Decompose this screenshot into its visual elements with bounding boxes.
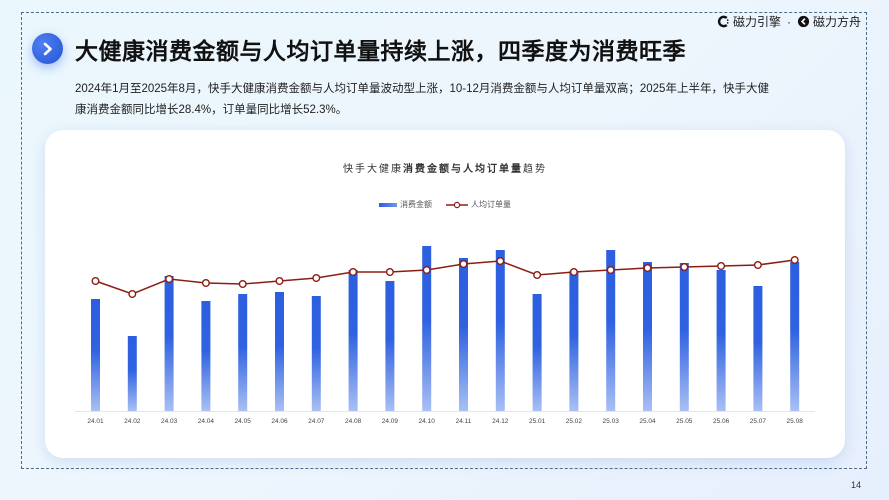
orders-line — [95, 259, 795, 295]
x-tick-label: 24.05 — [235, 418, 252, 425]
x-tick-label: 24.10 — [419, 418, 436, 425]
x-tick-label: 24.11 — [456, 418, 472, 425]
bar-24.10[interactable] — [422, 246, 432, 411]
legend-label-orders: 人均订单量 — [471, 200, 511, 209]
cili-engine-logo-icon — [717, 15, 729, 28]
x-tick-label: 25.08 — [787, 418, 804, 425]
bar-24.07[interactable] — [311, 296, 321, 411]
chart-title: 快手大健康消费金额与人均订单量趋势 — [343, 164, 547, 175]
legend-item-amount[interactable]: 消费金额 — [379, 199, 432, 210]
x-tick-label: 25.01 — [529, 418, 546, 425]
bar-swatch-icon — [379, 202, 397, 207]
x-tick-label: 24.03 — [161, 418, 178, 425]
legend-label-amount: 消费金额 — [400, 200, 432, 209]
line-point-24.12[interactable] — [496, 256, 505, 265]
bar-24.12[interactable] — [495, 250, 505, 411]
x-tick-label: 25.07 — [750, 418, 767, 425]
line-point-25.02[interactable] — [569, 267, 578, 276]
line-point-25.06[interactable] — [717, 261, 726, 270]
line-point-24.03[interactable] — [165, 274, 174, 283]
x-tick-label: 24.07 — [308, 418, 325, 425]
line-point-24.08[interactable] — [349, 267, 358, 276]
brand-logo: 磁力引擎 · 磁力方舟 — [717, 13, 861, 30]
line-point-24.11[interactable] — [459, 259, 468, 268]
page-title: 大健康消费金额与人均订单量持续上涨，四季度为消费旺季 — [75, 38, 686, 64]
brand1-label: 磁力引擎 — [732, 15, 781, 29]
bar-line-chart: 24.01 24.02 24.03 24.04 24.05 24.06 24.07 24.08… — [75, 246, 815, 425]
line-point-24.02[interactable] — [128, 289, 137, 298]
bar-25.05[interactable] — [679, 263, 689, 411]
line-point-24.05[interactable] — [238, 279, 247, 288]
bar-25.02[interactable] — [569, 271, 579, 411]
bar-25.01[interactable] — [532, 294, 542, 411]
chart-legend: 消费金额 人均订单量 — [45, 199, 845, 210]
bar-25.06[interactable] — [716, 270, 726, 411]
bar-24.08[interactable] — [348, 270, 358, 411]
line-point-25.03[interactable] — [606, 265, 615, 274]
legend-item-orders[interactable]: 人均订单量 — [446, 199, 511, 210]
line-point-24.06[interactable] — [275, 276, 284, 285]
bar-24.01[interactable] — [91, 299, 100, 411]
line-point-25.04[interactable] — [643, 263, 652, 272]
x-tick-label: 24.06 — [271, 418, 288, 425]
x-tick-label: 24.02 — [124, 418, 141, 425]
chart-card: 快手大健康消费金额与人均订单量趋势 消费金额 人均订单量 24.01 24.02 2… — [45, 130, 845, 458]
x-tick-label: 25.03 — [603, 418, 620, 425]
bar-24.06[interactable] — [275, 292, 284, 411]
x-tick-label: 25.02 — [566, 418, 583, 425]
line-point-24.04[interactable] — [201, 278, 210, 287]
dashed-frame — [21, 12, 867, 469]
bar-24.09[interactable] — [385, 281, 395, 411]
line-point-24.07[interactable] — [312, 273, 321, 282]
x-tick-label: 24.09 — [382, 418, 399, 425]
x-tick-label: 25.06 — [713, 418, 730, 425]
brand-separator: · — [786, 14, 791, 29]
line-marker-swatch-icon — [446, 201, 468, 208]
line-point-24.01[interactable] — [91, 276, 100, 285]
x-tick-label: 25.04 — [639, 418, 656, 425]
bar-25.07[interactable] — [753, 286, 763, 411]
bar-24.11[interactable] — [459, 258, 468, 411]
page-subtitle: 2024年1月至2025年8月，快手大健康消费金额与人均订单量波动型上涨，10-… — [75, 83, 769, 116]
line-point-25.08[interactable] — [790, 255, 799, 264]
x-tick-label: 24.04 — [198, 418, 215, 425]
bar-24.03[interactable] — [164, 276, 174, 411]
x-tick-label: 25.05 — [676, 418, 693, 425]
line-point-25.07[interactable] — [753, 260, 762, 269]
line-point-24.10[interactable] — [422, 265, 431, 274]
x-tick-label: 24.12 — [492, 418, 509, 425]
bar-24.05[interactable] — [238, 294, 248, 411]
line-point-24.09[interactable] — [385, 267, 394, 276]
x-tick-label: 24.01 — [87, 418, 104, 425]
x-tick-label: 24.08 — [345, 418, 362, 425]
bar-25.03[interactable] — [606, 250, 616, 411]
bar-25.08[interactable] — [790, 262, 800, 411]
line-point-25.05[interactable] — [680, 262, 689, 271]
title-badge — [32, 33, 63, 64]
cili-fangzhou-logo-icon — [797, 15, 810, 28]
brand2-label: 磁力方舟 — [812, 15, 861, 29]
page-number: 14 — [850, 480, 861, 490]
bar-24.04[interactable] — [201, 301, 211, 411]
bar-25.04[interactable] — [643, 262, 652, 411]
chevron-right-icon — [43, 42, 52, 55]
bar-24.02[interactable] — [127, 336, 137, 411]
line-point-25.01[interactable] — [533, 270, 542, 279]
